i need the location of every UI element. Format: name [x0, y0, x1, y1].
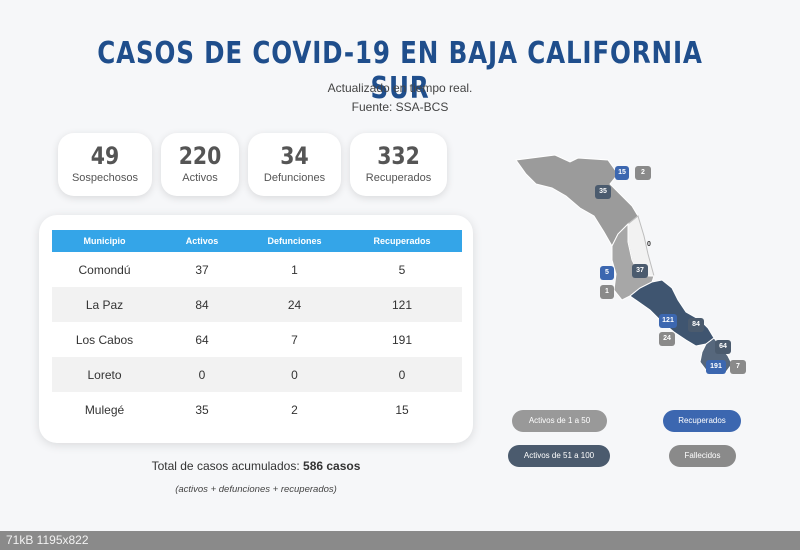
map-label: 121: [659, 314, 677, 328]
activos-cell: 35: [195, 402, 209, 417]
activos-cell: 0: [157, 357, 247, 392]
municipio-cell: La Paz: [52, 287, 157, 322]
legend-recuperados: Recuperados: [663, 410, 741, 432]
page-title: CASOS DE COVID-19 EN BAJA CALIFORNIA SUR: [97, 36, 703, 106]
map-label: 191: [706, 360, 726, 374]
map-label: 24: [659, 332, 675, 346]
stat-value: 34: [280, 142, 309, 170]
stat-value: 220: [178, 142, 222, 170]
source-note: Fuente: SSA-BCS: [351, 100, 449, 114]
municipio-cell: Los Cabos: [75, 332, 134, 347]
defunciones-cell: 7: [291, 332, 298, 347]
municipio-cell: Comondú: [78, 262, 131, 277]
stat-value: 49: [90, 142, 120, 170]
recuperados-cell: 191: [391, 332, 413, 347]
defunciones-cell: 24: [247, 287, 342, 322]
update-note: Actualizado en tiempo real.: [327, 81, 473, 95]
stat-label: Defunciones: [263, 172, 326, 184]
table-row: Comondú 37 1 5: [52, 252, 462, 287]
column-header-defunciones: Defunciones: [247, 230, 342, 252]
activos-cell: 64: [195, 332, 209, 347]
legend-activos-51-100: Activos de 51 a 100: [508, 445, 610, 467]
stat-label: Recuperados: [365, 172, 432, 184]
defunciones-cell: 1: [291, 262, 298, 277]
defunciones-cell: 2: [291, 402, 298, 417]
total-cases-value: 586 casos: [303, 459, 361, 473]
map-label: 7: [730, 360, 746, 374]
stat-card-recuperados: 332 Recuperados: [350, 133, 447, 196]
activos-cell: 37: [195, 262, 209, 277]
stat-label: Activos: [182, 172, 218, 184]
total-cases-label: Total de casos acumulados:: [151, 459, 300, 473]
table-row: La Paz 84 24 121: [52, 287, 462, 322]
stat-card-sospechosos: 49 Sospechosos: [58, 133, 152, 196]
total-cases-note: (activos + defunciones + recuperados): [175, 484, 337, 495]
map-label: 35: [595, 185, 611, 199]
municipio-cell: Mulegé: [84, 402, 125, 417]
total-cases: Total de casos acumulados: 586 casos: [39, 459, 473, 473]
legend-fallecidos: Fallecidos: [669, 445, 736, 467]
column-header-recuperados: Recuperados: [342, 230, 462, 252]
column-header-activos: Activos: [157, 230, 247, 252]
stat-card-defunciones: 34 Defunciones: [248, 133, 341, 196]
municipios-table-card: Municipio Activos Defunciones Recuperado…: [39, 215, 473, 443]
map-label: 5: [600, 266, 614, 280]
stat-card-activos: 220 Activos: [161, 133, 239, 196]
image-info-text: 71kB 1195x822: [6, 533, 89, 547]
table-row: Los Cabos 64 7 191: [52, 322, 462, 357]
activos-cell: 84: [157, 287, 247, 322]
image-info-bar: 71kB 1195x822: [0, 531, 800, 550]
recuperados-cell: 15: [395, 402, 409, 417]
table-row: Loreto 0 0 0: [52, 357, 462, 392]
map-label: 15: [615, 166, 629, 180]
map-label: 2: [635, 166, 651, 180]
municipios-table: Municipio Activos Defunciones Recuperado…: [52, 230, 462, 427]
map-label: 1: [600, 285, 614, 299]
table-row: Mulegé 35 2 15: [52, 392, 462, 427]
map-label: 84: [688, 318, 704, 332]
map-label: 64: [715, 340, 731, 354]
column-header-municipio: Municipio: [52, 230, 157, 252]
defunciones-cell: 0: [247, 357, 342, 392]
recuperados-cell: 5: [398, 262, 406, 277]
municipio-cell: Loreto: [52, 357, 157, 392]
stat-label: Sospechosos: [71, 172, 139, 184]
stat-value: 332: [377, 142, 420, 170]
map-label: 0: [647, 241, 651, 248]
legend-activos-1-50: Activos de 1 a 50: [512, 410, 607, 432]
map-label: 37: [632, 264, 648, 278]
recuperados-cell: 0: [342, 357, 462, 392]
recuperados-cell: 121: [342, 287, 462, 322]
